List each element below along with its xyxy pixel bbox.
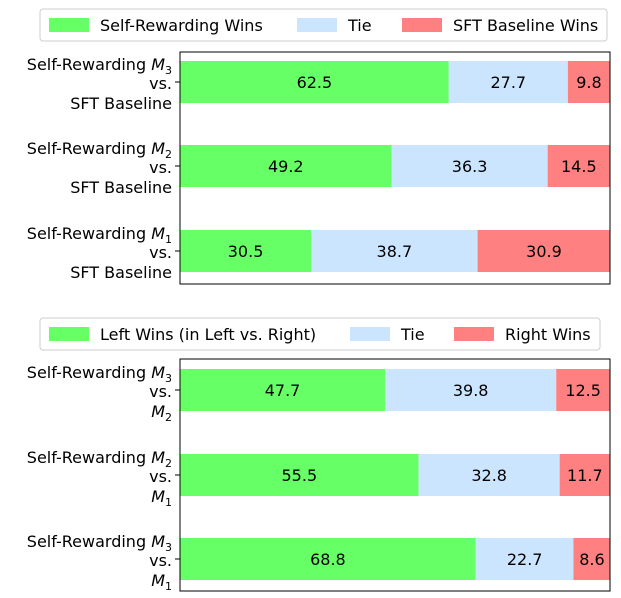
category-label-line1: Self-Rewarding M2 [27,448,172,470]
legend: Left Wins (in Left vs. Right) Tie Right Wi… [39,317,601,351]
bar-row2-series1 [180,145,392,187]
bar-row3-series3 [573,538,611,580]
bar-row3-series1 [180,538,476,580]
bar-row3-series2 [311,230,478,272]
data-label-row1-series3: 12.5 [565,381,601,400]
category-label-line2: vs. [149,467,172,486]
category-label-line1: Self-Rewarding M3 [27,55,172,77]
data-label-row2-series1: 55.5 [282,466,318,485]
bar-row1-series2 [448,61,568,103]
bar-row1-series3 [567,61,610,103]
data-label-row1-series3: 9.8 [576,73,601,92]
legend-swatch-2 [350,327,390,341]
data-label-row1-series1: 62.5 [297,73,333,92]
category-label-line2: vs. [149,243,172,262]
category-label-line2: vs. [149,551,172,570]
bar-row1-series3 [556,369,610,411]
bar-row3-series3 [477,230,611,272]
data-label-row2-series2: 32.8 [471,466,507,485]
data-label-row1-series2: 39.8 [453,381,489,400]
category-label-line2: vs. [149,74,172,93]
legend-label-3: SFT Baseline Wins [453,16,598,35]
category-label-line1: Self-Rewarding M3 [27,363,172,385]
legend-swatch-3 [402,18,442,32]
data-label-row1-series1: 47.7 [265,381,301,400]
plot-frame [179,358,611,592]
data-label-row2-series3: 11.7 [567,466,603,485]
bar-row2-series2 [391,145,548,187]
data-label-row2-series2: 36.3 [452,157,488,176]
category-label-line3: M2 [151,402,172,424]
legend-label-1: Self-Rewarding Wins [100,16,263,35]
bar-row1-series2 [385,369,557,411]
category-label-line3: M1 [151,487,172,509]
legend-frame [39,317,601,351]
chart-panel-2: Left Wins (in Left vs. Right) Tie Right Wi… [27,317,611,593]
legend-label-1: Left Wins (in Left vs. Right) [100,325,316,344]
legend-swatch-1 [49,18,89,32]
data-label-row1-series2: 27.7 [490,73,526,92]
data-label-row2-series1: 49.2 [268,157,304,176]
bar-row2-series3 [559,454,610,496]
data-label-row3-series2: 22.7 [507,550,543,569]
bar-row2-series2 [418,454,560,496]
legend-swatch-2 [297,18,337,32]
chart-panel-1: Self-Rewarding Wins Tie SFT Baseline Wins 6… [27,8,611,285]
bar-row1-series1 [180,61,449,103]
bar-row3-series1 [180,230,312,272]
category-label-line2: vs. [149,382,172,401]
bar-row1-series1 [180,369,386,411]
category-label-line2: vs. [149,158,172,177]
category-label-line3: M1 [151,571,172,593]
category-label-line1: Self-Rewarding M3 [27,532,172,554]
data-label-row3-series1: 30.5 [228,242,264,261]
data-label-row3-series2: 38.7 [377,242,413,261]
legend-label-2: Tie [347,16,372,35]
legend-swatch-1 [49,327,89,341]
category-label-line3: SFT Baseline [70,263,172,282]
data-label-row2-series3: 14.5 [561,157,597,176]
data-label-row3-series1: 68.8 [310,550,346,569]
data-label-row3-series3: 8.6 [579,550,604,569]
plot-frame [179,51,611,285]
legend: Self-Rewarding Wins Tie SFT Baseline Wins [39,8,608,42]
category-label-line1: Self-Rewarding M2 [27,139,172,161]
data-label-row3-series3: 30.9 [526,242,562,261]
category-label-line3: SFT Baseline [70,94,172,113]
bar-row2-series1 [180,454,419,496]
legend-label-2: Tie [400,325,425,344]
bar-row2-series3 [547,145,610,187]
legend-swatch-3 [454,327,494,341]
category-label-line1: Self-Rewarding M1 [27,224,172,246]
category-label-line3: SFT Baseline [70,178,172,197]
bar-row3-series2 [475,538,574,580]
legend-label-3: Right Wins [505,325,591,344]
